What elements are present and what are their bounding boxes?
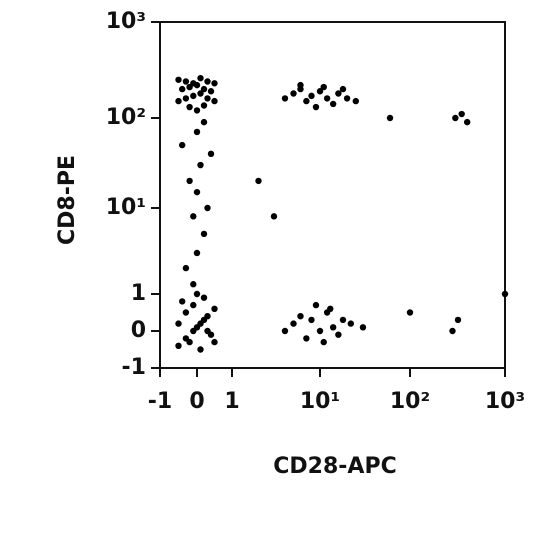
data-point <box>182 264 190 272</box>
data-point <box>179 85 186 93</box>
data-point <box>175 76 182 83</box>
data-point <box>343 95 351 102</box>
data-point <box>200 316 208 324</box>
data-point <box>297 81 304 89</box>
data-point <box>207 88 215 95</box>
data-point <box>335 90 342 97</box>
data-point <box>175 97 182 105</box>
data-point <box>290 320 297 327</box>
data-point <box>193 128 201 136</box>
data-point <box>190 301 197 309</box>
data-point <box>197 90 204 97</box>
data-point <box>316 88 324 95</box>
data-point <box>207 150 215 158</box>
data-point <box>197 74 204 82</box>
data-point <box>335 331 342 338</box>
data-point <box>454 316 462 324</box>
data-point <box>190 80 197 87</box>
data-point <box>320 83 327 91</box>
x-tick-label: 1 <box>224 389 239 414</box>
data-point <box>190 213 197 220</box>
x-tick-label: 10¹ <box>300 389 340 414</box>
data-point <box>329 324 337 331</box>
data-point <box>182 95 190 102</box>
data-point <box>211 338 218 346</box>
data-point <box>347 320 355 327</box>
data-point <box>290 90 297 97</box>
data-point <box>316 327 324 335</box>
data-point <box>211 97 218 105</box>
data-point <box>339 316 347 324</box>
data-point <box>200 230 208 238</box>
data-point <box>320 338 327 346</box>
data-point <box>200 118 208 126</box>
data-point <box>281 95 289 102</box>
data-point <box>359 324 367 331</box>
data-point <box>458 110 465 118</box>
y-tick-label: 1 <box>131 281 146 306</box>
data-point <box>186 177 193 185</box>
data-point <box>281 327 289 335</box>
data-point <box>197 161 204 169</box>
data-point <box>327 305 334 312</box>
data-point <box>182 309 190 316</box>
y-tick-label: 10³ <box>106 9 146 34</box>
data-point <box>190 92 197 100</box>
data-point <box>297 313 304 320</box>
data-point <box>312 103 320 111</box>
data-point <box>329 100 337 108</box>
data-point <box>179 298 186 305</box>
data-point <box>339 85 347 93</box>
x-tick-label: 10³ <box>485 389 525 414</box>
data-point <box>186 103 193 111</box>
data-point <box>211 80 218 87</box>
data-point <box>303 335 310 342</box>
x-axis-label: CD28-APC <box>273 454 396 479</box>
data-point <box>352 97 360 105</box>
data-point <box>386 114 394 122</box>
data-point <box>186 338 193 346</box>
plot-frame <box>159 21 506 369</box>
data-point <box>452 114 459 122</box>
y-tick-label: 10² <box>106 105 146 130</box>
data-point <box>179 141 186 149</box>
data-point <box>200 102 208 109</box>
y-axis-label: CD8-PE <box>55 155 80 245</box>
data-point <box>323 95 331 102</box>
data-point <box>200 294 208 301</box>
data-point <box>193 188 201 196</box>
data-point <box>463 118 471 126</box>
y-tick-label: 0 <box>131 318 146 343</box>
data-point <box>193 107 201 114</box>
data-point <box>182 78 190 85</box>
data-point <box>303 97 310 105</box>
data-point <box>175 320 182 327</box>
data-point <box>406 309 414 316</box>
data-point <box>270 213 278 220</box>
data-point <box>193 324 201 331</box>
x-tick-label: -1 <box>148 389 172 414</box>
data-point <box>449 327 456 335</box>
y-tick-label: 10¹ <box>106 195 146 220</box>
data-point <box>193 290 201 298</box>
data-point <box>204 78 211 85</box>
x-tick-label: 0 <box>189 389 204 414</box>
data-point <box>197 346 204 353</box>
data-point <box>255 177 262 185</box>
data-point <box>190 281 197 288</box>
x-tick-label: 10² <box>390 389 430 414</box>
data-point <box>308 92 315 100</box>
data-point <box>204 327 211 335</box>
data-point <box>501 290 509 298</box>
data-point <box>175 342 182 349</box>
data-point <box>308 316 315 324</box>
data-point <box>200 85 208 93</box>
data-point <box>204 95 211 102</box>
y-tick-label: -1 <box>122 355 146 380</box>
data-point <box>211 305 218 312</box>
data-point <box>204 204 211 212</box>
data-point <box>312 301 320 309</box>
data-point <box>193 249 201 257</box>
